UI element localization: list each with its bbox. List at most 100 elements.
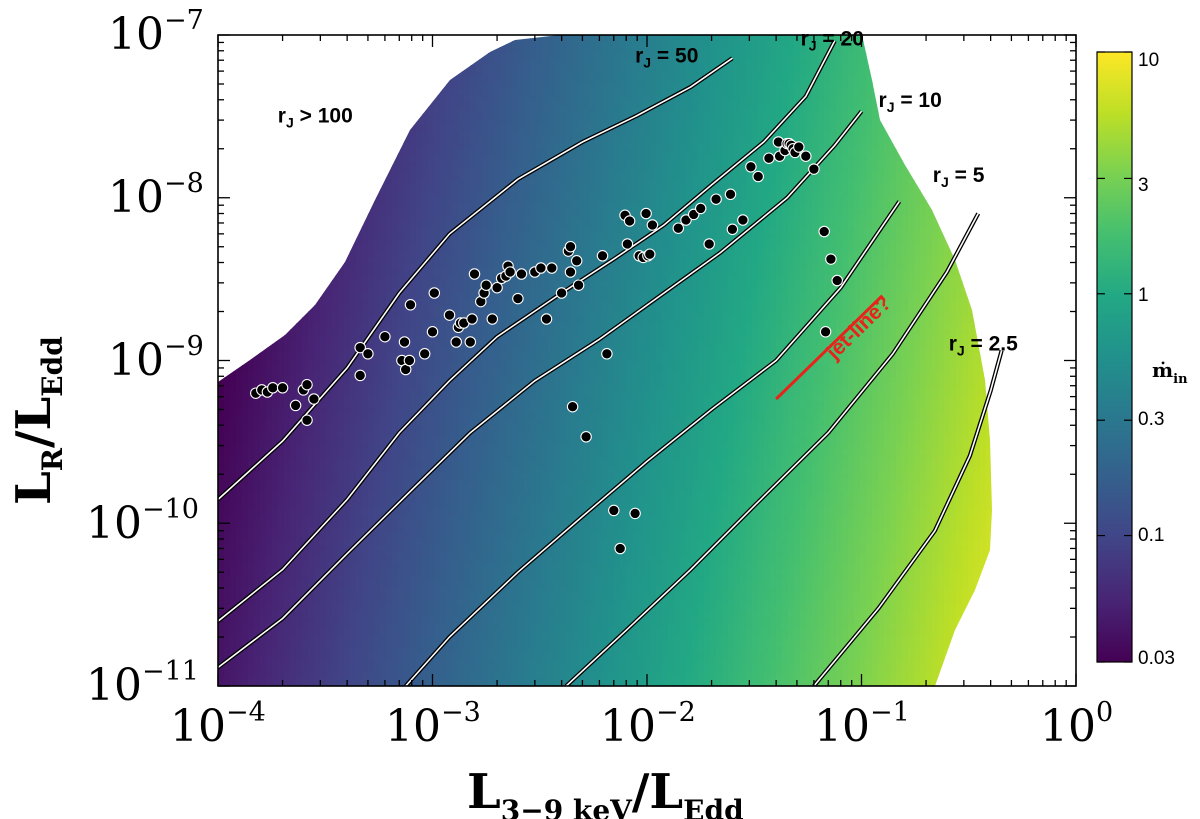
data-point [640, 207, 652, 220]
x-tick-label: 10−3 [385, 697, 481, 752]
data-point [546, 262, 558, 274]
data-point [818, 225, 830, 238]
data-point [745, 161, 757, 173]
data-point [737, 214, 749, 226]
data-point [819, 326, 832, 338]
data-point [362, 348, 374, 360]
data-point [825, 253, 837, 265]
data-point [486, 313, 499, 325]
colorbar-tick-label: 0.1 [1138, 525, 1164, 546]
data-point [354, 341, 366, 354]
contour-label: rJ = 20 [801, 28, 864, 54]
y-tick-labels: 10−7 10−8 10−9 10−10 10−11 [86, 5, 204, 711]
data-point [289, 399, 302, 412]
data-point [491, 281, 503, 294]
data-point [564, 266, 577, 278]
colorbar-tick-label: 0.03 [1138, 648, 1175, 669]
contour-label: rJ = 2.5 [949, 333, 1018, 359]
x-tick-label: 100 [1040, 697, 1113, 752]
x-axis-ticks [217, 35, 1077, 686]
data-point [301, 378, 313, 391]
data-point [596, 250, 609, 262]
data-point [703, 238, 715, 250]
data-point [403, 354, 416, 367]
data-point [614, 542, 626, 555]
x-tick-label: 10−1 [814, 697, 910, 752]
data-point [793, 141, 805, 153]
y-axis-title: LR/LEdd [6, 336, 69, 505]
data-point [443, 309, 456, 321]
data-point [464, 336, 477, 348]
y-tick-label: 10−10 [86, 494, 199, 549]
data-point [752, 170, 764, 183]
colorbar-tick-label: 0.3 [1138, 409, 1164, 430]
data-point [623, 215, 636, 227]
colorbar-tick-label: 1 [1138, 285, 1149, 306]
data-point [570, 255, 583, 267]
data-point [629, 507, 641, 520]
contour-line-inner [218, 110, 863, 669]
data-point [566, 400, 579, 413]
data-point [468, 268, 481, 280]
contour-labels: rJ > 100 rJ = 50 rJ = 20 rJ = 10 rJ = 5 rJ = … [278, 28, 1018, 359]
contour-label: rJ = 10 [879, 89, 942, 115]
data-point [608, 504, 620, 517]
contour-label: rJ = 50 [635, 44, 698, 70]
data-point [379, 330, 391, 343]
data-point [267, 382, 279, 394]
x-axis-title: L3−9 keV/LEdd [467, 764, 744, 819]
data-point [404, 299, 417, 311]
data-point [601, 348, 613, 360]
colorbar-ticks [1097, 51, 1132, 663]
data-point [308, 393, 320, 405]
data-point [555, 287, 568, 299]
data-point [680, 214, 692, 226]
colorbar-tick-labels: 10 3 1 0.3 0.1 0.03 [1138, 50, 1175, 669]
data-point [515, 268, 528, 280]
contour-line-inner [813, 350, 1003, 686]
data-point [426, 326, 439, 338]
jet-line-segment [775, 294, 884, 401]
contour-label: rJ = 5 [933, 164, 985, 190]
colorbar-label: ṁin [1152, 358, 1188, 387]
y-axis-ticks [218, 34, 1076, 687]
data-point [644, 248, 656, 260]
data-point [572, 279, 585, 291]
data-point [301, 414, 313, 426]
data-point [763, 152, 775, 164]
data-point [808, 163, 820, 175]
data-point [726, 223, 739, 236]
data-point [831, 274, 843, 287]
data-point [354, 369, 366, 382]
y-tick-label: 10−8 [108, 168, 204, 223]
colorbar-tick-label: 3 [1138, 175, 1149, 196]
data-point [450, 336, 462, 348]
data-point [694, 202, 707, 215]
data-point [418, 348, 431, 360]
contour-line-inner [565, 213, 979, 686]
y-tick-label: 10−7 [108, 5, 204, 60]
data-point [710, 193, 722, 205]
data-point [276, 382, 289, 394]
y-tick-label: 10−9 [108, 331, 204, 386]
contour-label: rJ > 100 [278, 105, 353, 131]
data-point [535, 262, 547, 274]
x-tick-labels: 10−4 10−3 10−2 10−1 100 [170, 697, 1113, 752]
data-point [580, 431, 592, 443]
data-point [540, 313, 553, 325]
x-tick-label: 10−2 [600, 697, 696, 752]
data-point [428, 287, 441, 299]
data-points [250, 136, 843, 555]
x-tick-label: 10−4 [170, 697, 266, 752]
data-point [800, 150, 812, 162]
contour-line-inner [405, 200, 900, 686]
data-point [564, 240, 577, 253]
data-point [512, 292, 524, 305]
y-tick-label: 10−11 [86, 656, 199, 711]
colorbar [1096, 51, 1133, 663]
data-point [480, 279, 492, 291]
data-point [724, 188, 737, 201]
data-point [646, 219, 659, 231]
data-point [504, 266, 516, 278]
